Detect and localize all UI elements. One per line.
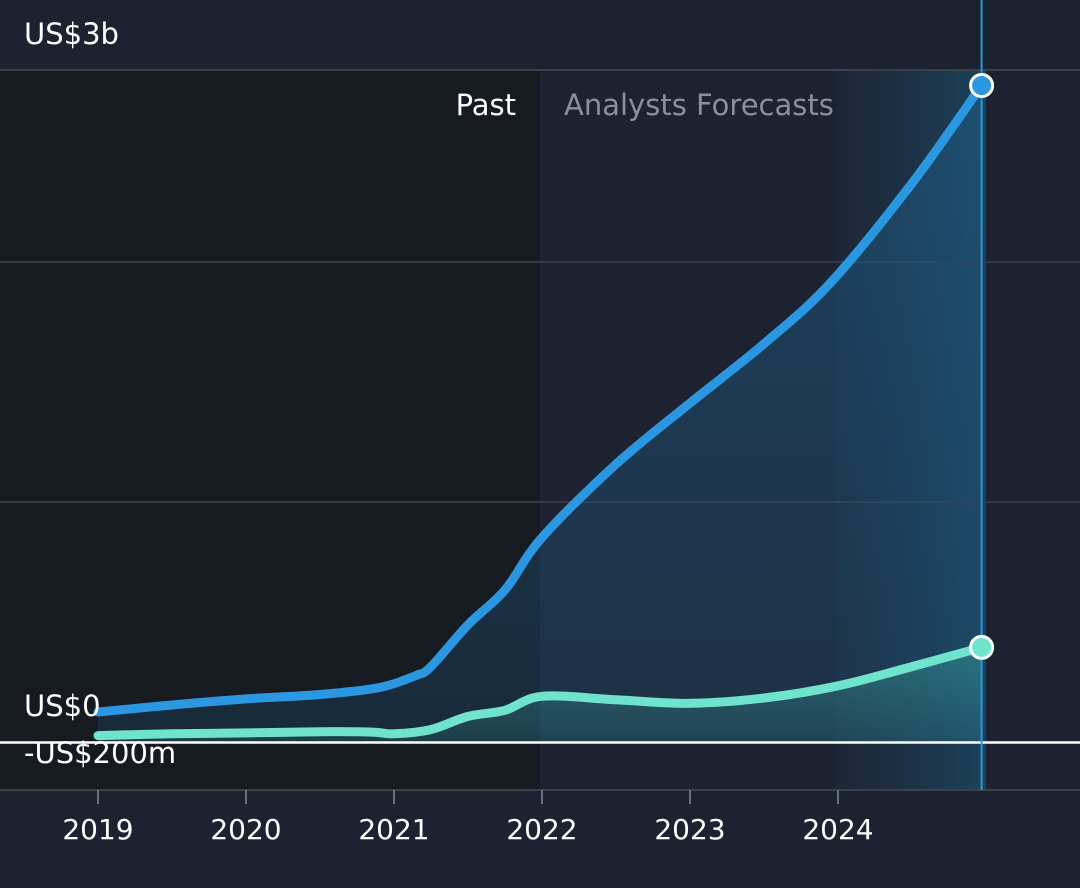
x-tick-label-2020: 2020 — [210, 813, 281, 846]
line-revenue — [93, 81, 987, 717]
area-earnings — [98, 647, 982, 743]
y-label-bottom: -US$200m — [24, 736, 176, 770]
y-label-zero: US$0 — [24, 689, 101, 723]
past-label: Past — [456, 88, 516, 122]
x-tick-label-2022: 2022 — [506, 813, 577, 846]
endpoint-revenue[interactable] — [969, 73, 995, 98]
area-revenue — [98, 85, 982, 743]
x-tick-label-2021: 2021 — [358, 813, 429, 846]
line-earnings — [93, 642, 987, 741]
x-tick-label-2024: 2024 — [802, 813, 873, 846]
endpoint-earnings[interactable] — [969, 634, 995, 660]
forecast-label: Analysts Forecasts — [564, 88, 834, 122]
x-tick-label-2019: 2019 — [62, 813, 133, 846]
x-tick-label-2023: 2023 — [654, 813, 725, 846]
y-label-top: US$3b — [24, 17, 119, 51]
